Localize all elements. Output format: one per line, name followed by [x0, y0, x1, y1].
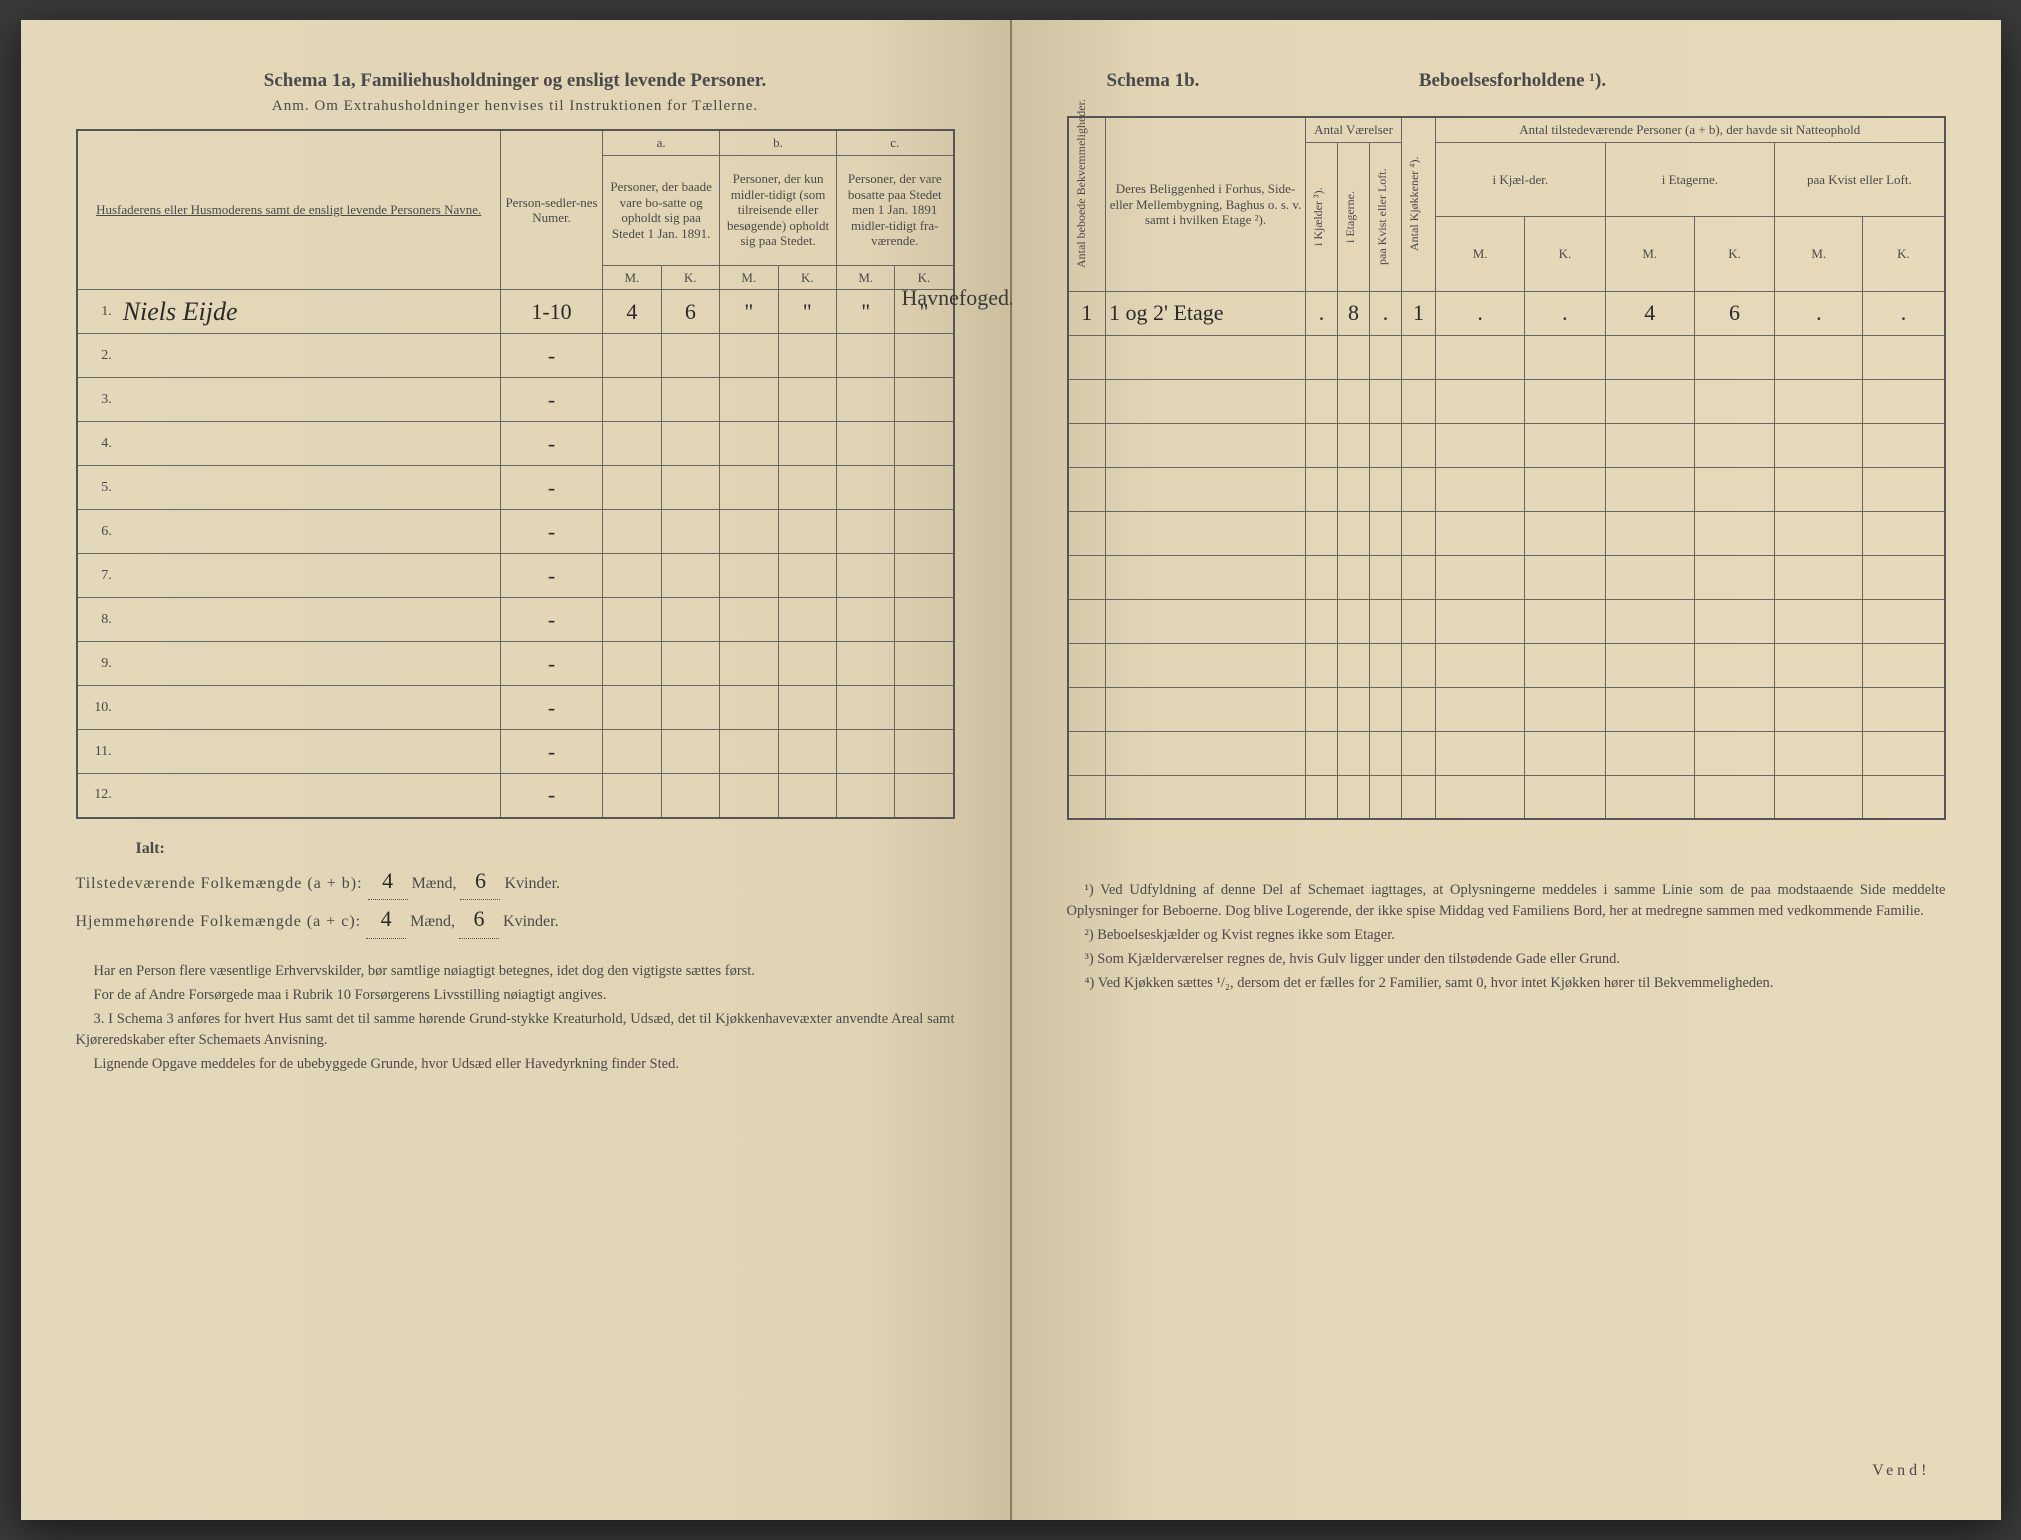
table-row: 10.-	[77, 686, 954, 730]
schema-1b-table: Antal beboede Bekvemmeligheder. Deres Be…	[1067, 116, 1946, 820]
table-row: 8.-	[77, 598, 954, 642]
table-row	[1068, 555, 1945, 599]
pm-h: M.	[1775, 217, 1863, 292]
fn-l-2: 3. I Schema 3 anføres for hvert Hus samt…	[76, 1009, 955, 1051]
hjemme-k: 6	[459, 900, 499, 938]
tilstede-k: 6	[460, 862, 500, 900]
kvinder-1: Kvinder.	[504, 875, 560, 892]
col-belig: Deres Beliggenhed i Forhus, Side- eller …	[1106, 117, 1306, 291]
kk-h: K.	[1525, 217, 1605, 292]
table-row: 9.-	[77, 642, 954, 686]
col-kvist: paa Kvist eller Loft.	[1373, 147, 1391, 287]
left-footnotes: Har en Person flere væsentlige Erhvervsk…	[76, 961, 955, 1075]
right-footnotes: ¹) Ved Udfyldning af denne Del af Schema…	[1067, 880, 1946, 994]
col-bekv: Antal beboede Bekvemmeligheder.	[1072, 134, 1090, 274]
em-h: M.	[1605, 217, 1694, 292]
schema-1a-table: Husfaderens eller Husmoderens samt de en…	[76, 129, 955, 819]
table-row	[1068, 379, 1945, 423]
fn-l-1: For de af Andre Forsørgede maa i Rubrik …	[76, 985, 955, 1006]
col-ietag: i Etagerne.	[1605, 142, 1775, 217]
col-c-label: c.	[837, 130, 954, 155]
col-a-label: a.	[603, 130, 720, 155]
table-row: 6.-	[77, 510, 954, 554]
table-row: 11.-	[77, 730, 954, 774]
col-a-text: Personer, der baade vare bo-satte og oph…	[603, 155, 720, 265]
table-row: 5.-	[77, 466, 954, 510]
fn-r-3: ⁴) Ved Kjøkken sættes ¹/₂, dersom det er…	[1067, 973, 1946, 994]
maend-1: Mænd,	[412, 875, 457, 892]
hjemme-m: 4	[366, 900, 406, 938]
table-row	[1068, 599, 1945, 643]
tilstede-m: 4	[368, 862, 408, 900]
col-paakvist: paa Kvist eller Loft.	[1775, 142, 1945, 217]
maend-2: Mænd,	[410, 913, 455, 930]
table-row: 4.-	[77, 422, 954, 466]
hjemme-label: Hjemmehørende Folkemængde (a + c):	[76, 913, 367, 930]
schema-1b-right: Beboelsesforholdene ¹).	[1419, 70, 1606, 92]
fn-l-0: Har en Person flere væsentlige Erhvervsk…	[76, 961, 955, 982]
fn-r-0: ¹) Ved Udfyldning af denne Del af Schema…	[1067, 880, 1946, 922]
col-kjaelder: i Kjælder ³).	[1309, 147, 1327, 287]
fn-r-2: ³) Som Kjælderværelser regnes de, hvis G…	[1067, 949, 1946, 970]
table-row	[1068, 731, 1945, 775]
left-page: Schema 1a, Familiehusholdninger og ensli…	[21, 20, 1012, 1520]
col-numer-head: Person-sedler-nes Numer.	[500, 130, 602, 290]
census-book: Schema 1a, Familiehusholdninger og ensli…	[21, 20, 2001, 1520]
c-m: M.	[837, 265, 895, 290]
totals-block: Ialt: Tilstedeværende Folkemængde (a + b…	[76, 835, 955, 939]
fn-l-3: Lignende Opgave meddeles for de ubebygge…	[76, 1054, 955, 1075]
a-m: M.	[603, 265, 661, 290]
table-row	[1068, 423, 1945, 467]
table-row: 7.-	[77, 554, 954, 598]
schema-1a-subtitle: Anm. Om Extrahusholdninger henvises til …	[76, 98, 955, 115]
fn-r-1: ²) Beboelseskjælder og Kvist regnes ikke…	[1067, 925, 1946, 946]
table-row	[1068, 467, 1945, 511]
table-row	[1068, 775, 1945, 819]
col-ikjael: i Kjæl-der.	[1436, 142, 1606, 217]
table-row	[1068, 687, 1945, 731]
ek-h: K.	[1694, 217, 1774, 292]
kvinder-2: Kvinder.	[503, 913, 559, 930]
col-kjok: Antal Kjøkkener ⁴).	[1405, 134, 1423, 274]
schema-1b-left: Schema 1b.	[1107, 70, 1200, 92]
col-b-label: b.	[720, 130, 837, 155]
table-row: 1.Niels Eijde1-1046""""	[77, 290, 954, 334]
table-row: 12.-	[77, 774, 954, 818]
table-row	[1068, 511, 1945, 555]
table-row	[1068, 335, 1945, 379]
col-tilstede: Antal tilstedeværende Personer (a + b), …	[1436, 117, 1945, 142]
a-k: K.	[661, 265, 719, 290]
schema-1a-title: Schema 1a, Familiehusholdninger og ensli…	[76, 70, 955, 92]
table-row	[1068, 643, 1945, 687]
right-page: Schema 1b. Beboelsesforholdene ¹). Antal…	[1012, 20, 2001, 1520]
col-etagerne: i Etagerne.	[1341, 147, 1359, 287]
b-m: M.	[720, 265, 778, 290]
vend-label: Vend!	[1872, 1462, 1930, 1480]
col-vaer: Antal Værelser	[1306, 117, 1402, 142]
b-k: K.	[778, 265, 836, 290]
margin-note-havnefoged: Havnefoged.	[901, 285, 1014, 311]
pk-h: K.	[1863, 217, 1945, 292]
col-b-text: Personer, der kun midler-tidigt (som til…	[720, 155, 837, 265]
table-row: 11 og 2' Etage.8.1..46..	[1068, 291, 1945, 335]
table-row: 2.-	[77, 334, 954, 378]
km-h: M.	[1436, 217, 1525, 292]
col-name-head: Husfaderens eller Husmoderens samt de en…	[96, 202, 481, 217]
ialt-label: Ialt:	[136, 835, 955, 862]
table-row: 3.-	[77, 378, 954, 422]
tilstede-label: Tilstedeværende Folkemængde (a + b):	[76, 875, 368, 892]
col-c-text: Personer, der vare bosatte paa Stedet me…	[837, 155, 954, 265]
